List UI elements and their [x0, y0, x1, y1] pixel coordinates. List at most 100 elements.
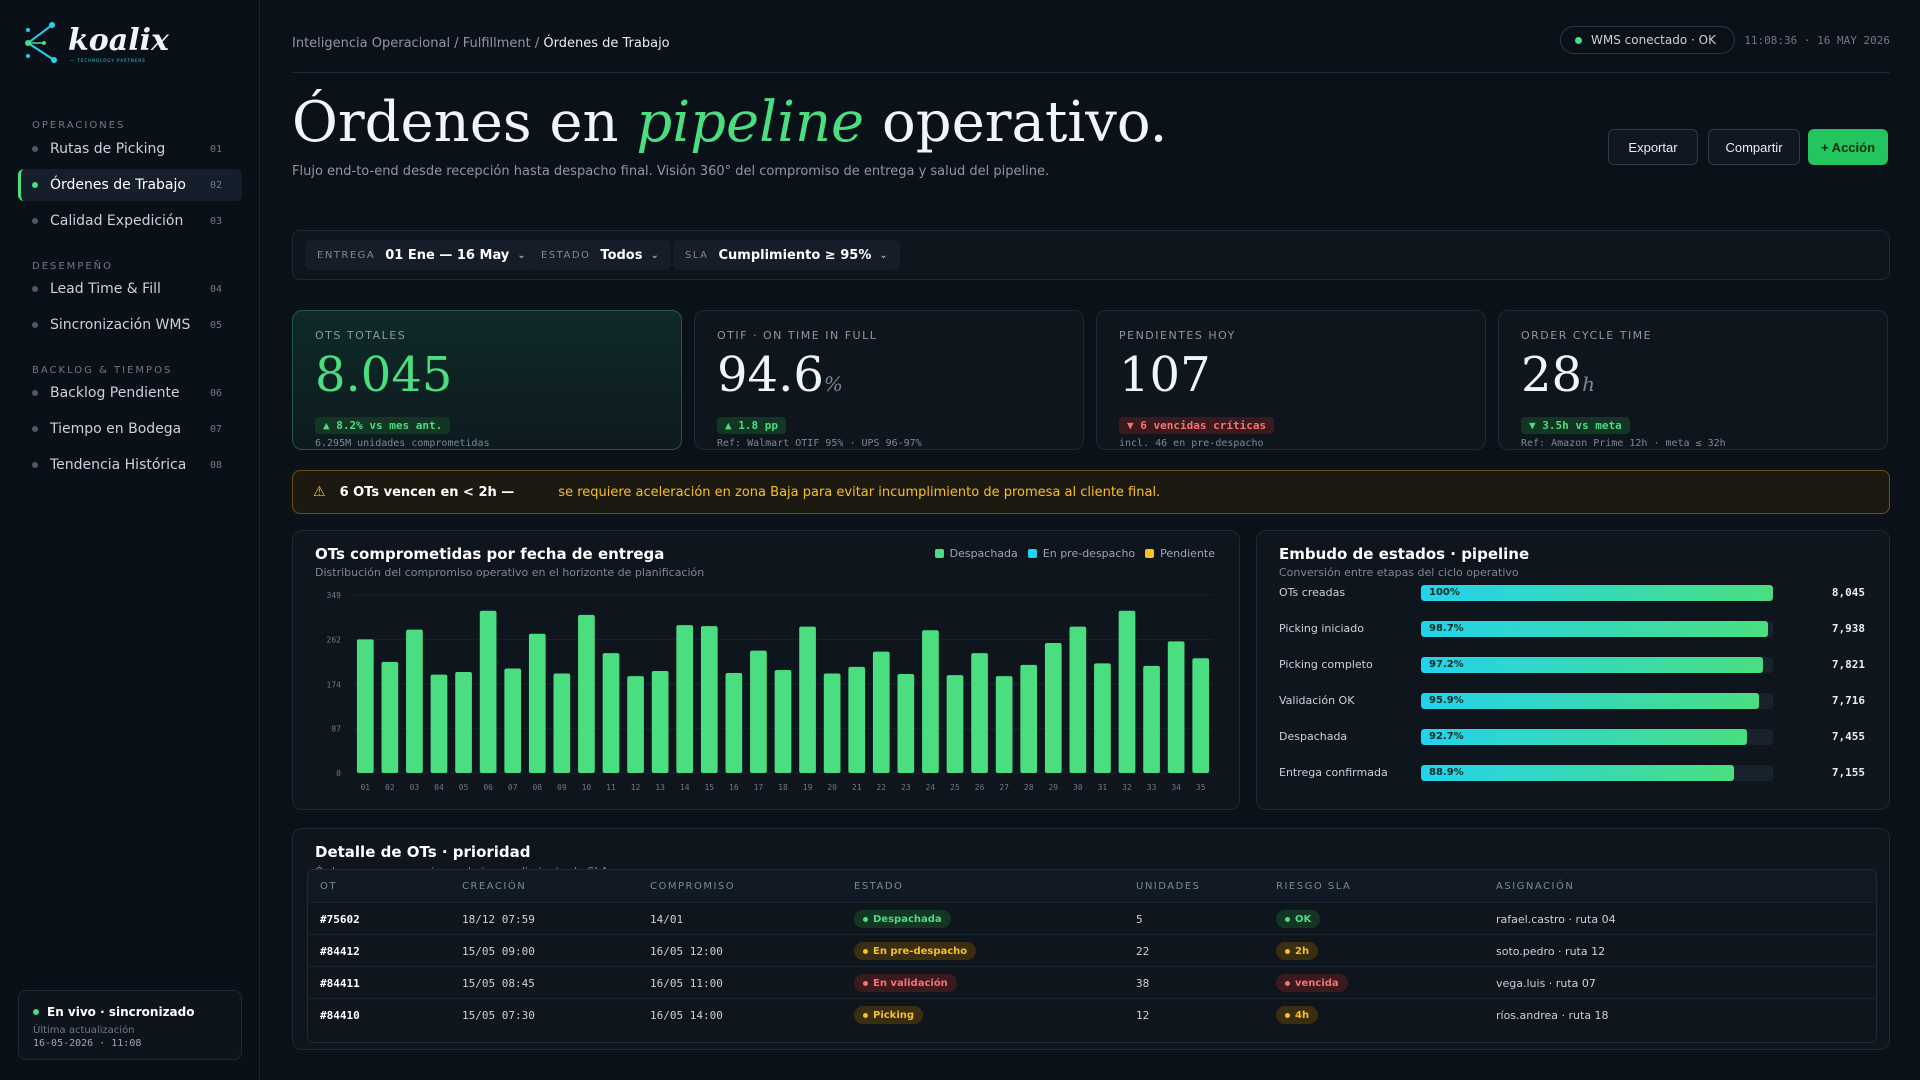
bar-28[interactable]	[1020, 664, 1038, 773]
cell-compromiso: 16/05 14:00	[650, 1009, 723, 1022]
kpi-card-ots-totales[interactable]: OTS TOTALES 8.045 ▲ 8.2% vs mes ant. 6.2…	[292, 310, 682, 450]
filter-entrega-select[interactable]: ENTREGA 01 Ene — 16 May ⌄	[305, 240, 538, 270]
bar-06[interactable]	[479, 610, 497, 773]
sidebar-item-tendencia-historica[interactable]: Tendencia Histórica 08	[18, 449, 242, 481]
funnel-row[interactable]: Despachada 92.7% 7,455	[1279, 727, 1865, 747]
bar-04[interactable]	[430, 674, 448, 773]
filter-sla-select[interactable]: SLA Cumplimiento ≥ 95% ⌄	[673, 240, 900, 270]
cell-unidades: 12	[1136, 1009, 1150, 1022]
bar-32[interactable]	[1118, 610, 1136, 773]
sidebar-item-sincronizacion-wms[interactable]: Sincronización WMS 05	[18, 309, 242, 341]
kpi-value-number: 8.045	[315, 347, 453, 403]
bar-23[interactable]	[897, 674, 915, 773]
bar-24[interactable]	[922, 630, 939, 773]
table-row[interactable]: #75602 18/12 07:59 14/01 Despachada 5 OK…	[308, 902, 1876, 934]
filter-estado-select[interactable]: ESTADO Todos ⌄	[529, 240, 671, 270]
export-button[interactable]: Exportar	[1608, 129, 1698, 165]
risk-dot-icon	[1285, 916, 1290, 922]
column-header[interactable]: COMPROMISO	[650, 881, 736, 892]
sidebar-item-calidad-expedicion[interactable]: Calidad Expedición 03	[18, 205, 242, 237]
column-header[interactable]: CREACIÓN	[462, 881, 527, 892]
funnel-row[interactable]: Entrega confirmada 88.9% 7,155	[1279, 763, 1865, 783]
sidebar-item-tiempo-bodega[interactable]: Tiempo en Bodega 07	[18, 413, 242, 445]
table-row[interactable]: #84412 15/05 09:00 16/05 12:00 En pre-de…	[308, 934, 1876, 966]
funnel-pct-label: 92.7%	[1429, 731, 1464, 742]
bar-27[interactable]	[995, 676, 1013, 773]
bar-01[interactable]	[356, 639, 374, 773]
sidebar-item-label: Rutas de Picking	[50, 141, 166, 157]
kpi-card-otif[interactable]: OTIF · ON TIME IN FULL 94.6% ▲ 1.8 pp Re…	[694, 310, 1084, 450]
sla-alert-banner[interactable]: ⚠ 6 OTs vencen en < 2h — se requiere ace…	[292, 470, 1890, 514]
bar-25[interactable]	[946, 675, 964, 773]
bar-03[interactable]	[406, 629, 423, 773]
y-tick-label: 0	[336, 769, 341, 778]
kpi-card-pendientes-hoy[interactable]: PENDIENTES HOY 107 ▼ 6 vencidas críticas…	[1096, 310, 1486, 450]
funnel-row[interactable]: OTs creadas 100% 8,045	[1279, 583, 1865, 603]
funnel-row[interactable]: Picking iniciado 98.7% 7,938	[1279, 619, 1865, 639]
breadcrumb-path[interactable]: Inteligencia Operacional / Fulfillment /	[292, 36, 544, 51]
bar-33[interactable]	[1143, 665, 1160, 773]
bar-34[interactable]	[1167, 641, 1185, 773]
x-tick-label: 19	[803, 783, 813, 792]
share-button[interactable]: Compartir	[1708, 129, 1800, 165]
legend-label: Despachada	[949, 547, 1018, 560]
bar-22[interactable]	[872, 651, 890, 773]
sidebar-item-ordenes-trabajo[interactable]: Órdenes de Trabajo 02	[18, 169, 242, 201]
bar-29[interactable]	[1044, 642, 1062, 773]
sidebar-item-label: Sincronización WMS	[50, 317, 191, 333]
chevron-down-icon: ⌄	[879, 249, 888, 261]
bar-19[interactable]	[799, 626, 816, 773]
column-header[interactable]: OT	[320, 881, 337, 892]
bar-16[interactable]	[725, 673, 743, 773]
bar-30[interactable]	[1069, 626, 1087, 773]
bar-18[interactable]	[774, 669, 792, 773]
sidebar-item-backlog-pendiente[interactable]: Backlog Pendiente 06	[18, 377, 242, 409]
sidebar-item-number: 07	[209, 423, 222, 435]
column-header[interactable]: ESTADO	[854, 881, 904, 892]
bar-14[interactable]	[676, 625, 694, 773]
bar-09[interactable]	[553, 673, 571, 773]
title-part-a: Órdenes en	[292, 90, 637, 155]
kpi-value-number: 94.6	[717, 347, 824, 403]
x-tick-label: 12	[631, 783, 641, 792]
logo[interactable]: koalix — TECHNOLOGY PARTNERS	[22, 20, 169, 66]
legend-item-pre-despacho[interactable]: En pre-despacho	[1027, 547, 1135, 560]
bar-20[interactable]	[823, 673, 841, 773]
bar-05[interactable]	[455, 672, 472, 773]
bar-13[interactable]	[651, 670, 669, 773]
bar-21[interactable]	[848, 666, 866, 773]
column-header[interactable]: RIESGO SLA	[1276, 881, 1352, 892]
page-subtitle: Flujo end-to-end desde recepción hasta d…	[292, 164, 1050, 179]
funnel-row[interactable]: Picking completo 97.2% 7,821	[1279, 655, 1865, 675]
bar-10[interactable]	[578, 614, 595, 773]
funnel-row[interactable]: Validación OK 95.9% 7,716	[1279, 691, 1865, 711]
sidebar-item-number: 02	[209, 179, 222, 191]
kpi-card-order-cycle-time[interactable]: ORDER CYCLE TIME 28h ▼ 3.5h vs meta Ref:…	[1498, 310, 1888, 450]
bar-26[interactable]	[971, 653, 988, 773]
bar-31[interactable]	[1094, 663, 1111, 773]
title-highlight: pipeline	[636, 90, 865, 155]
column-header[interactable]: UNIDADES	[1136, 881, 1201, 892]
table-row[interactable]: #84410 15/05 07:30 16/05 14:00 Picking 1…	[308, 998, 1876, 1030]
legend-item-despachada[interactable]: Despachada	[934, 547, 1018, 560]
bar-35[interactable]	[1192, 658, 1210, 773]
bar-12[interactable]	[627, 676, 644, 773]
sidebar-item-rutas-picking[interactable]: Rutas de Picking 01	[18, 133, 242, 165]
legend-swatch	[1027, 549, 1037, 558]
column-header[interactable]: ASIGNACIÓN	[1496, 881, 1575, 892]
bar-17[interactable]	[750, 650, 767, 773]
legend-item-pendiente[interactable]: Pendiente	[1145, 547, 1215, 560]
x-tick-label: 21	[852, 783, 862, 792]
status-badge: En pre-despacho	[854, 942, 977, 960]
bar-15[interactable]	[700, 626, 718, 773]
status-dot-icon	[863, 948, 868, 954]
bar-08[interactable]	[528, 633, 546, 773]
table-row[interactable]: #84411 15/05 08:45 16/05 11:00 En valida…	[308, 966, 1876, 998]
status-text: En pre-despacho	[873, 945, 968, 957]
bar-11[interactable]	[602, 653, 620, 773]
bar-07[interactable]	[504, 668, 522, 773]
bar-02[interactable]	[381, 661, 399, 773]
action-button[interactable]: + Acción	[1808, 129, 1888, 165]
sidebar-item-lead-time[interactable]: Lead Time & Fill 04	[18, 273, 242, 305]
risk-badge: 2h	[1276, 942, 1319, 960]
